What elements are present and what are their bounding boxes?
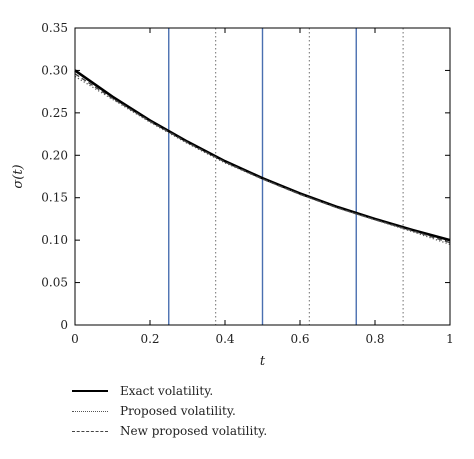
plot-frame (74, 27, 451, 326)
y-tick-label-2: 0.10 (41, 233, 68, 247)
y-axis-label: σ(t) (11, 164, 26, 188)
series-line-dashed (74, 73, 451, 244)
y-tick-label-3: 0.15 (41, 191, 68, 205)
x-tick-label-4: 0.8 (365, 332, 384, 346)
legend-item-proposed: Proposed volatility. (72, 402, 392, 420)
plot-area (74, 28, 451, 325)
legend: Exact volatility. Proposed volatility. N… (72, 382, 392, 442)
legend-item-exact: Exact volatility. (72, 382, 392, 400)
y-tick-label-0: 0 (60, 318, 68, 332)
x-tick-label-0: 0 (71, 332, 79, 346)
y-tick-label-6: 0.30 (41, 63, 68, 77)
series-line-solid (74, 69, 451, 242)
legend-label-proposed: Proposed volatility. (120, 404, 236, 418)
y-tick-label-7: 0.35 (41, 21, 68, 35)
legend-swatch-dotted (72, 410, 108, 412)
x-tick-label-2: 0.4 (215, 332, 234, 346)
y-tick-label-1: 0.05 (41, 276, 68, 290)
tick-layer: 0 0.2 0.4 0.6 0.8 1 0 0.05 0.10 0.15 0.20 0.25 0.30 0… (41, 21, 454, 346)
legend-swatch-dashed (72, 430, 108, 432)
x-tick-label-1: 0.2 (140, 332, 159, 346)
legend-label-exact: Exact volatility. (120, 384, 214, 398)
x-tick-label-5: 1 (446, 332, 454, 346)
legend-label-new-proposed: New proposed volatility. (120, 424, 268, 438)
y-tick-label-5: 0.25 (41, 106, 68, 120)
x-axis-label: t (260, 354, 266, 369)
legend-item-new-proposed: New proposed volatility. (72, 422, 392, 440)
y-tick-label-4: 0.20 (41, 148, 68, 162)
legend-swatch-solid (72, 390, 108, 392)
x-tick-label-3: 0.6 (290, 332, 309, 346)
